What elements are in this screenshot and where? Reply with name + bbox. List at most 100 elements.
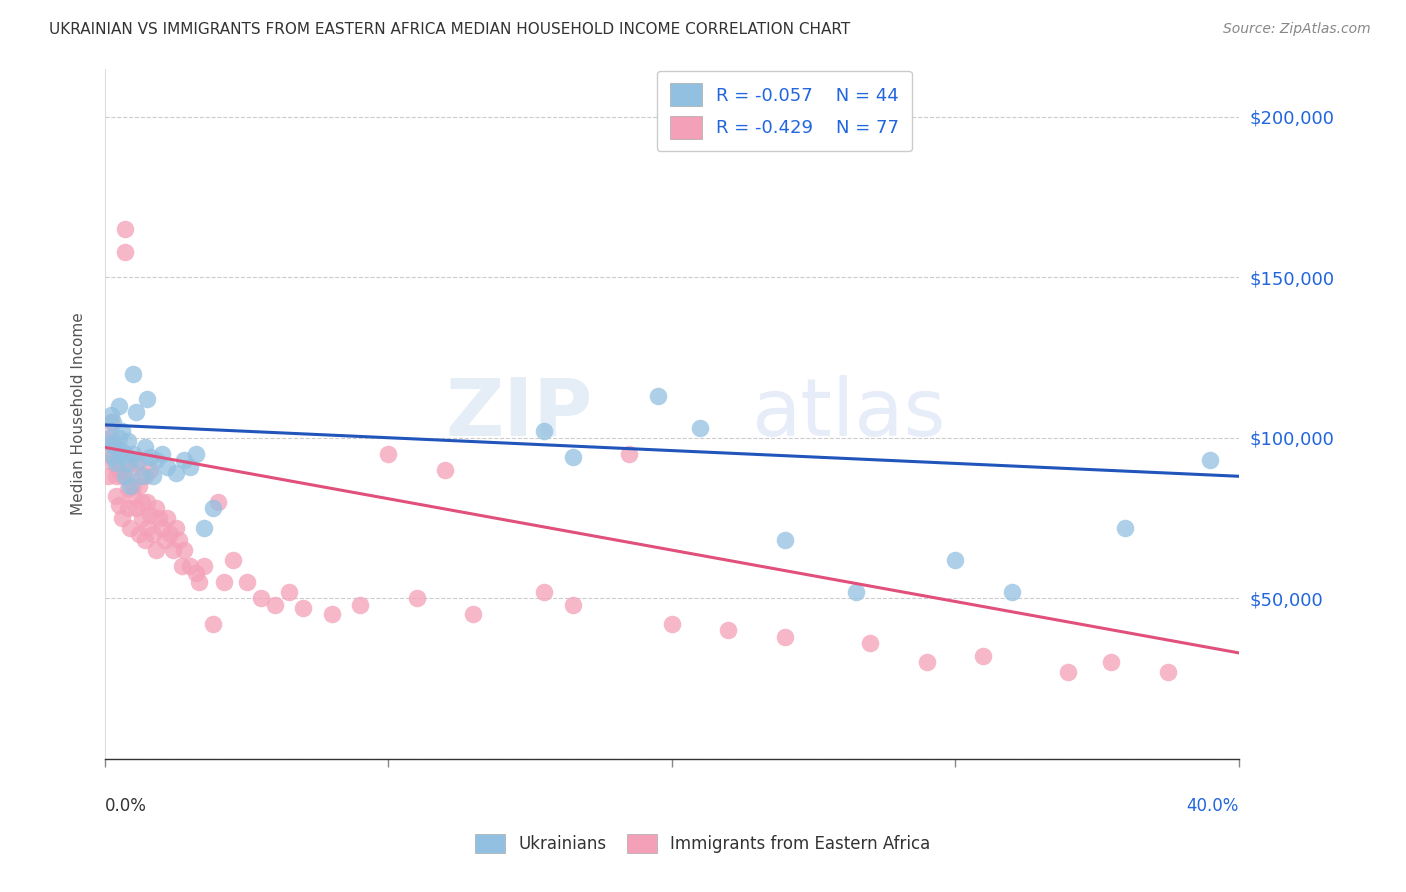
Point (148, 511, 170, 525)
Point (120, 463, 142, 477)
Point (117, 501, 139, 516)
Point (1001, 584, 1024, 599)
Text: ZIP: ZIP (446, 375, 592, 452)
Point (114, 244, 136, 259)
Point (859, 636, 882, 650)
Point (103, 437, 125, 451)
Point (845, 584, 868, 599)
Point (114, 222, 136, 236)
Text: atlas: atlas (751, 375, 945, 452)
Point (108, 431, 131, 445)
Point (201, 501, 224, 516)
Point (131, 511, 153, 525)
Point (139, 463, 162, 477)
Point (235, 575, 257, 590)
Point (142, 469, 165, 483)
Point (193, 559, 215, 574)
Point (221, 553, 243, 567)
Point (689, 421, 711, 435)
Point (122, 489, 145, 503)
Text: UKRAINIAN VS IMMIGRANTS FROM EASTERN AFRICA MEDIAN HOUSEHOLD INCOME CORRELATION : UKRAINIAN VS IMMIGRANTS FROM EASTERN AFR… (49, 22, 851, 37)
Point (1099, 656, 1122, 670)
Point (463, 607, 485, 622)
Point (122, 447, 145, 461)
Point (117, 482, 139, 496)
Point (111, 425, 134, 439)
Point (105, 457, 128, 471)
Point (128, 527, 150, 541)
Point (134, 441, 156, 455)
Point (134, 469, 156, 483)
Point (773, 630, 796, 644)
Text: 40.0%: 40.0% (1187, 797, 1239, 814)
Point (561, 598, 583, 612)
Point (108, 463, 131, 477)
Point (136, 392, 159, 407)
Point (773, 533, 796, 548)
Point (120, 479, 142, 493)
Point (105, 469, 128, 483)
Point (100, 431, 122, 445)
Text: 0.0%: 0.0% (105, 797, 146, 814)
Point (156, 459, 179, 474)
Point (111, 511, 134, 525)
Point (292, 600, 315, 615)
Point (117, 457, 139, 471)
Point (145, 543, 167, 558)
Point (264, 598, 287, 612)
Point (201, 616, 224, 631)
Point (1156, 665, 1178, 679)
Text: Source: ZipAtlas.com: Source: ZipAtlas.com (1223, 22, 1371, 37)
Point (103, 450, 125, 464)
Point (128, 453, 150, 467)
Point (125, 457, 148, 471)
Point (105, 489, 128, 503)
Point (207, 495, 229, 509)
Point (1199, 453, 1222, 467)
Point (108, 498, 131, 512)
Point (193, 521, 215, 535)
Point (100, 437, 122, 451)
Point (250, 591, 273, 606)
Point (100, 415, 122, 429)
Point (111, 443, 134, 458)
Point (1057, 665, 1080, 679)
Point (120, 521, 142, 535)
Point (103, 457, 125, 471)
Legend: Ukrainians, Immigrants from Eastern Africa: Ukrainians, Immigrants from Eastern Afri… (467, 825, 939, 862)
Point (173, 543, 195, 558)
Point (142, 527, 165, 541)
Point (278, 584, 301, 599)
Point (103, 415, 125, 429)
Point (165, 521, 187, 535)
Point (187, 575, 209, 590)
Point (150, 447, 173, 461)
Point (533, 425, 555, 439)
Point (122, 479, 145, 493)
Point (321, 607, 343, 622)
Point (647, 389, 669, 403)
Point (134, 533, 156, 548)
Point (156, 511, 179, 525)
Point (179, 559, 201, 574)
Point (1114, 521, 1136, 535)
Point (125, 501, 148, 516)
Point (184, 447, 207, 461)
Legend: R = -0.057    N = 44, R = -0.429    N = 77: R = -0.057 N = 44, R = -0.429 N = 77 (657, 70, 912, 152)
Point (114, 469, 136, 483)
Point (619, 447, 641, 461)
Point (434, 463, 457, 477)
Point (97, 447, 120, 461)
Point (136, 495, 159, 509)
Point (108, 447, 131, 461)
Point (131, 469, 153, 483)
Point (170, 559, 193, 574)
Point (153, 533, 176, 548)
Point (145, 501, 167, 516)
Point (165, 466, 187, 480)
Point (533, 584, 555, 599)
Point (139, 450, 162, 464)
Point (661, 616, 683, 631)
Point (111, 469, 134, 483)
Point (117, 434, 139, 448)
